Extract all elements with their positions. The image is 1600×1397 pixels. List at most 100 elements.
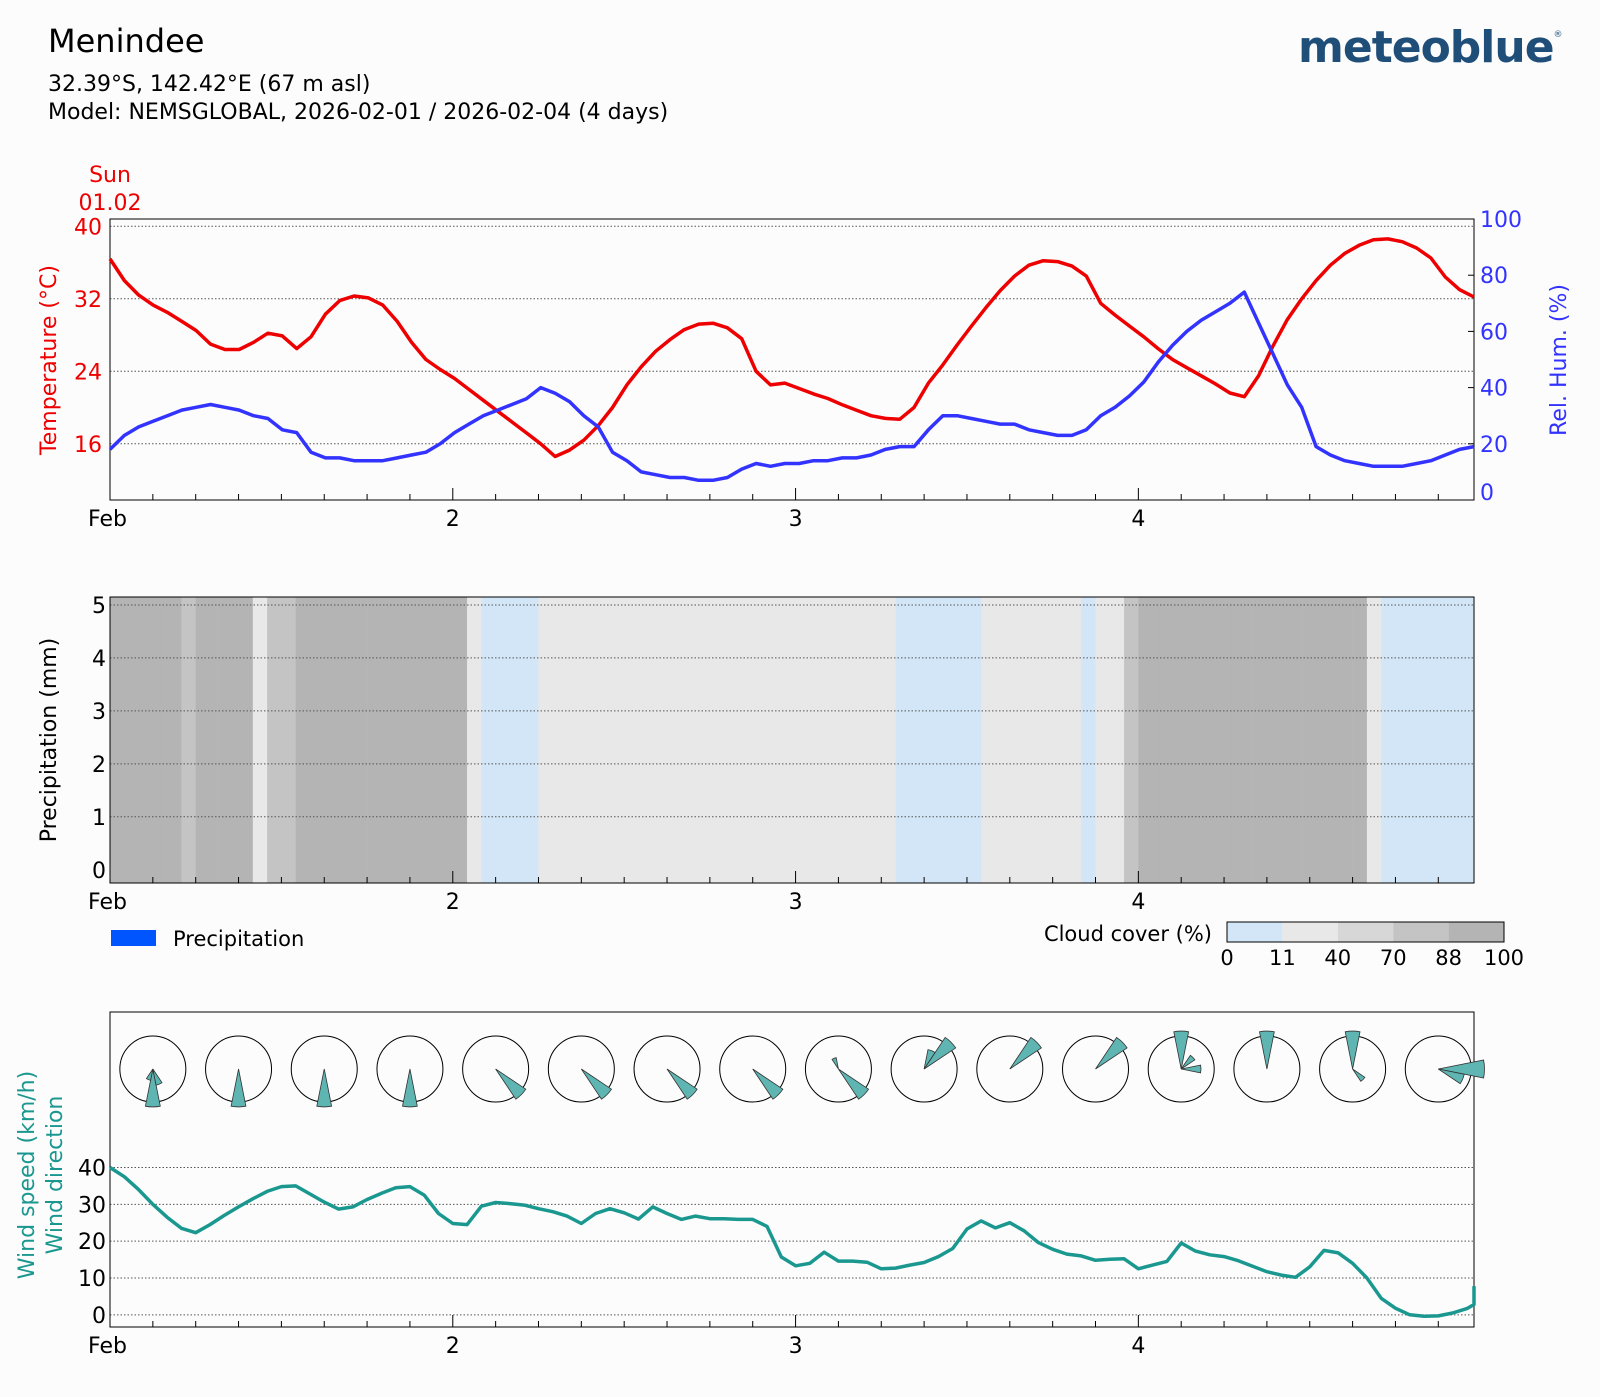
cloud-cover-bar: [1109, 597, 1118, 883]
cloud-cover-bar: [1295, 597, 1303, 883]
wind-rose: [804, 1035, 872, 1103]
cloud-cover-legend-title: Cloud cover (%): [1044, 922, 1212, 946]
cloud-cover-bar: [359, 597, 368, 883]
humidity-line: [108, 290, 1475, 483]
cloud-cover-legend-swatch: [1393, 922, 1449, 942]
cloud-cover-bar: [338, 597, 346, 883]
cloud-cover-bar: [816, 597, 825, 883]
cloud-cover-bar: [1045, 597, 1053, 883]
temperature-tick-label: 32: [74, 288, 102, 313]
wind-rose-sector: [1009, 1036, 1042, 1070]
cloud-cover-bar: [181, 597, 189, 883]
wind-rose-sector: [1438, 1059, 1485, 1079]
cloud-cover-bar: [495, 597, 504, 883]
cloud-cover-bar: [659, 597, 668, 883]
cloud-cover-bar: [874, 597, 882, 883]
precipitation-cloud-panel: 0 1 2 3 4 5 Feb 2 3 4 Precipitation (mm) Precipitat…: [37, 594, 1524, 970]
cloud-cover-bar: [809, 597, 818, 883]
cloud-cover-bar: [1445, 597, 1453, 883]
cloud-cover-legend-tick: 11: [1269, 946, 1296, 970]
day-weekday-label: Sun: [89, 163, 131, 188]
wind-rose-sector: [838, 1068, 870, 1100]
cloud-cover-bar: [966, 597, 975, 883]
x-tick-label: 3: [789, 890, 803, 915]
cloud-cover-bar: [609, 597, 618, 883]
cloud-cover-bar: [1166, 597, 1175, 883]
wind-rose-circle: [1062, 1035, 1130, 1103]
wind-rose-sector: [1344, 1030, 1361, 1070]
cloud-cover-bar: [1088, 597, 1096, 883]
cloud-cover-bar: [1345, 597, 1353, 883]
temperature-humidity-panel: 16 24 32 40 0 20 40 60 80 100 Feb 2 3 4 Sun 01.02 Temper…: [37, 163, 1572, 532]
wind-rose-circle: [719, 1035, 787, 1103]
cloud-cover-bar: [859, 597, 868, 883]
cloud-cover-bar: [681, 597, 689, 883]
x-tick-label: 2: [446, 890, 460, 915]
cloud-cover-bar: [431, 597, 439, 883]
cloud-cover-bar: [709, 597, 718, 883]
cloud-cover-bar: [317, 597, 325, 883]
cloud-cover-bar: [752, 597, 761, 883]
wind-rose: [1319, 1030, 1387, 1103]
cloud-cover-bar: [1138, 597, 1146, 883]
cloud-cover-legend-swatch: [1337, 922, 1394, 942]
cloud-cover-bar: [417, 597, 425, 883]
cloud-cover-bar: [324, 597, 332, 883]
cloud-cover-bar: [1095, 597, 1103, 883]
cloud-cover-bar: [588, 597, 596, 883]
wind-rose-sector: [230, 1068, 247, 1108]
cloud-cover-bar: [117, 597, 125, 883]
cloud-cover-bar: [474, 597, 482, 883]
wind-rose: [462, 1035, 530, 1103]
cloud-cover-bar: [1438, 597, 1446, 883]
wind-speed-line: [109, 1166, 1476, 1319]
cloud-cover-bar: [1316, 597, 1325, 883]
cloud-cover-bar: [459, 597, 468, 883]
cloud-cover-bar: [1466, 597, 1475, 883]
cloud-cover-bar: [202, 597, 211, 883]
cloud-cover-bar: [988, 597, 996, 883]
wind-rose-circle: [976, 1035, 1044, 1103]
cloud-cover-bar: [581, 597, 589, 883]
cloud-cover-bar: [1059, 597, 1068, 883]
cloud-cover-bar: [1331, 597, 1339, 883]
cloud-cover-bar: [959, 597, 968, 883]
x-tick-label: Feb: [88, 890, 127, 915]
wind-tick-label: 20: [78, 1230, 106, 1255]
wind-rose: [547, 1035, 615, 1103]
model-info-text: Model: NEMSGLOBAL, 2026-02-01 / 2026-02-…: [48, 100, 669, 125]
cloud-cover-bar: [274, 597, 282, 883]
day-date-label: 01.02: [79, 191, 142, 216]
cloud-cover-bar: [759, 597, 768, 883]
cloud-cover-bar: [1452, 597, 1461, 883]
cloud-cover-bar: [1424, 597, 1432, 883]
cloud-cover-bar: [1359, 597, 1368, 883]
cloud-cover-bar: [1074, 597, 1082, 883]
cloud-cover-bar: [995, 597, 1003, 883]
precip-tick-label: 1: [92, 806, 106, 831]
cloud-cover-bar: [1381, 597, 1389, 883]
wind-rose-circle: [633, 1035, 701, 1103]
cloud-cover-bar: [902, 597, 911, 883]
cloud-cover-bar: [295, 597, 304, 883]
cloud-cover-bar: [1459, 597, 1468, 883]
precip-tick-label: 5: [92, 594, 106, 619]
meteoblue-logo[interactable]: meteoblue®: [1298, 22, 1563, 73]
cloud-cover-bar: [1352, 597, 1361, 883]
cloud-cover-bar: [1066, 597, 1075, 883]
cloud-cover-bar: [1324, 597, 1332, 883]
x-tick-label: Feb: [88, 1334, 127, 1359]
wind-rose-sector: [1259, 1030, 1275, 1070]
cloud-cover-bar: [231, 597, 239, 883]
wind-rose: [1147, 1030, 1215, 1103]
cloud-cover-bar: [1302, 597, 1311, 883]
cloud-cover-bar: [1052, 597, 1061, 883]
wind-rose-sector: [1181, 1064, 1202, 1074]
cloud-cover-bar: [1209, 597, 1218, 883]
cloud-cover-bar: [538, 597, 546, 883]
cloud-cover-bar: [1274, 597, 1282, 883]
cloud-cover-bar: [467, 597, 475, 883]
cloud-cover-bar: [602, 597, 611, 883]
wind-rose-sector: [495, 1068, 527, 1100]
